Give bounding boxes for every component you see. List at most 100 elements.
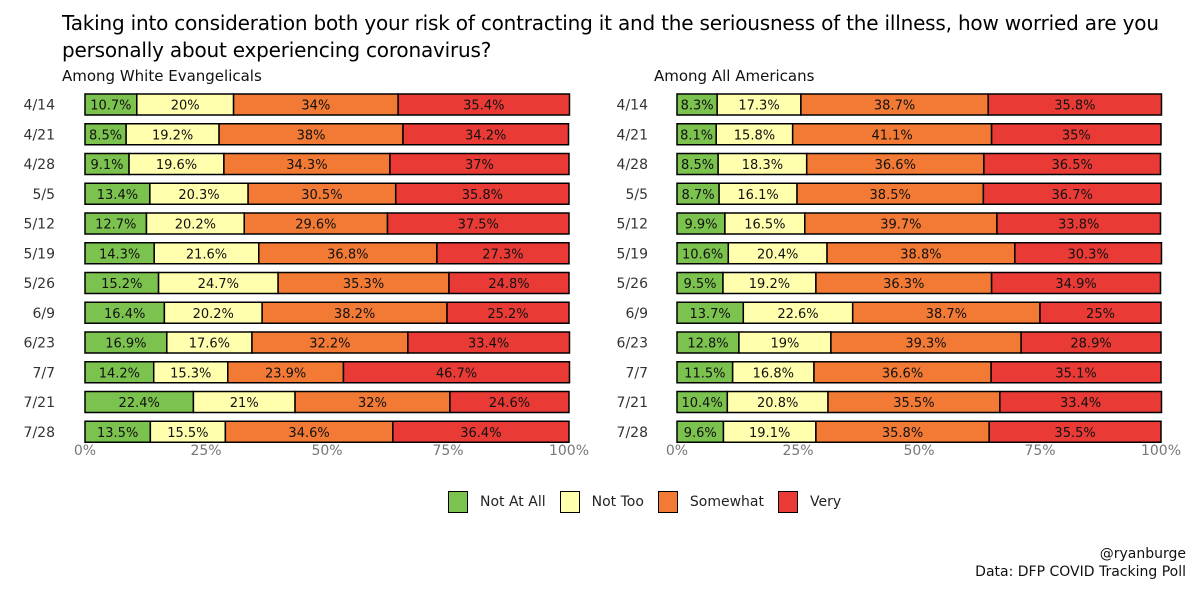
category-label: 5/26 <box>617 276 649 292</box>
data-label: 22.6% <box>777 307 818 322</box>
x-tick-label: 75% <box>1024 443 1055 459</box>
data-label: 22.4% <box>119 396 160 411</box>
bar-segment <box>982 182 1162 205</box>
category-label: 5/19 <box>617 246 648 262</box>
panel-subtitle: Among White Evangelicals <box>62 67 262 85</box>
bar-segment <box>990 361 1162 384</box>
data-label: 20.4% <box>757 247 798 262</box>
data-label: 8.5% <box>89 128 122 143</box>
data-label: 10.6% <box>682 247 723 262</box>
category-label: 7/7 <box>32 365 55 381</box>
bar-segment <box>988 420 1162 443</box>
data-label: 38.7% <box>926 307 967 322</box>
category-label: 4/21 <box>617 127 648 143</box>
credit-source: Data: DFP COVID Tracking Poll <box>975 564 1186 580</box>
category-label: 6/9 <box>625 306 648 322</box>
data-label: 9.9% <box>684 218 717 233</box>
data-label: 17.6% <box>189 337 230 352</box>
legend-label: Not At All <box>480 494 546 510</box>
data-label: 10.7% <box>90 99 131 114</box>
data-label: 16.5% <box>744 218 785 233</box>
data-label: 35.8% <box>1054 99 1095 114</box>
bar-segment <box>402 123 570 146</box>
bar-segment <box>394 182 570 205</box>
data-label: 32% <box>358 396 387 411</box>
data-label: 33.8% <box>1058 218 1099 233</box>
data-label: 13.4% <box>97 188 138 203</box>
data-label: 36.6% <box>882 366 923 381</box>
data-label: 18.3% <box>742 158 783 173</box>
bar-segment <box>990 123 1162 146</box>
data-label: 11.5% <box>684 366 725 381</box>
bar-segment <box>407 331 571 354</box>
data-label: 24.8% <box>488 277 529 292</box>
data-label: 39.3% <box>905 337 946 352</box>
data-label: 15.5% <box>167 426 208 441</box>
data-label: 23.9% <box>265 366 306 381</box>
data-label: 38.5% <box>870 188 911 203</box>
data-label: 36.6% <box>875 158 916 173</box>
category-label: 5/12 <box>617 217 648 233</box>
data-label: 38% <box>297 128 326 143</box>
x-tick-label: 50% <box>903 443 934 459</box>
category-label: 5/5 <box>625 187 648 203</box>
data-label: 19.2% <box>152 128 193 143</box>
category-label: 5/5 <box>32 187 55 203</box>
data-label: 38.8% <box>900 247 941 262</box>
data-label: 16.4% <box>104 307 145 322</box>
category-label: 5/26 <box>24 276 56 292</box>
data-label: 15.3% <box>170 366 211 381</box>
legend-label: Not Too <box>591 494 644 510</box>
legend-item-not-too: Not Too <box>559 491 644 513</box>
data-label: 39.7% <box>880 218 921 233</box>
category-label: 6/23 <box>617 336 648 352</box>
data-label: 19.1% <box>749 426 790 441</box>
data-label: 8.1% <box>680 128 713 143</box>
bar-segment <box>983 152 1162 176</box>
x-tick-label: 0% <box>74 443 96 459</box>
data-label: 13.7% <box>689 307 730 322</box>
data-label: 20.2% <box>193 307 234 322</box>
bar-segment <box>996 212 1162 235</box>
data-label: 34% <box>301 99 330 114</box>
legend-swatch-somewhat <box>657 491 678 513</box>
legend-label: Very <box>810 494 842 510</box>
data-label: 9.6% <box>684 426 717 441</box>
x-tick-label: 25% <box>782 443 813 459</box>
data-label: 37% <box>465 158 494 173</box>
data-label: 30.5% <box>301 188 342 203</box>
data-label: 34.3% <box>286 158 327 173</box>
data-label: 10.4% <box>682 396 723 411</box>
bar-segment <box>990 271 1162 295</box>
panel-subtitle: Among All Americans <box>654 67 815 85</box>
legend-label: Somewhat <box>689 494 764 510</box>
data-label: 13.5% <box>97 426 138 441</box>
bar-segment <box>1039 301 1162 324</box>
data-label: 20.3% <box>178 188 219 203</box>
data-label: 12.7% <box>95 218 136 233</box>
legend-swatch-not-too <box>559 491 580 513</box>
data-label: 16.9% <box>105 337 146 352</box>
data-label: 37.5% <box>458 218 499 233</box>
legend-item-not-at-all: Not At All <box>448 491 546 513</box>
legend-swatch-very <box>778 491 798 513</box>
credit-handle: @ryanburge <box>1099 546 1186 562</box>
data-label: 14.2% <box>99 366 140 381</box>
data-label: 20.2% <box>175 218 216 233</box>
data-label: 36.7% <box>1052 188 1093 203</box>
data-label: 14.3% <box>99 247 140 262</box>
data-label: 38.7% <box>874 99 915 114</box>
data-label: 24.6% <box>489 396 530 411</box>
data-label: 15.8% <box>734 128 775 143</box>
x-tick-label: 0% <box>666 443 688 459</box>
data-label: 33.4% <box>468 337 509 352</box>
data-label: 38.2% <box>334 307 375 322</box>
data-label: 16.1% <box>737 188 778 203</box>
data-label: 9.1% <box>91 158 124 173</box>
category-label: 4/28 <box>24 157 55 173</box>
category-label: 6/23 <box>24 336 55 352</box>
bar-segment <box>392 420 570 443</box>
x-tick-label: 100% <box>1141 443 1181 459</box>
data-label: 24.7% <box>198 277 239 292</box>
data-label: 17.3% <box>738 99 779 114</box>
